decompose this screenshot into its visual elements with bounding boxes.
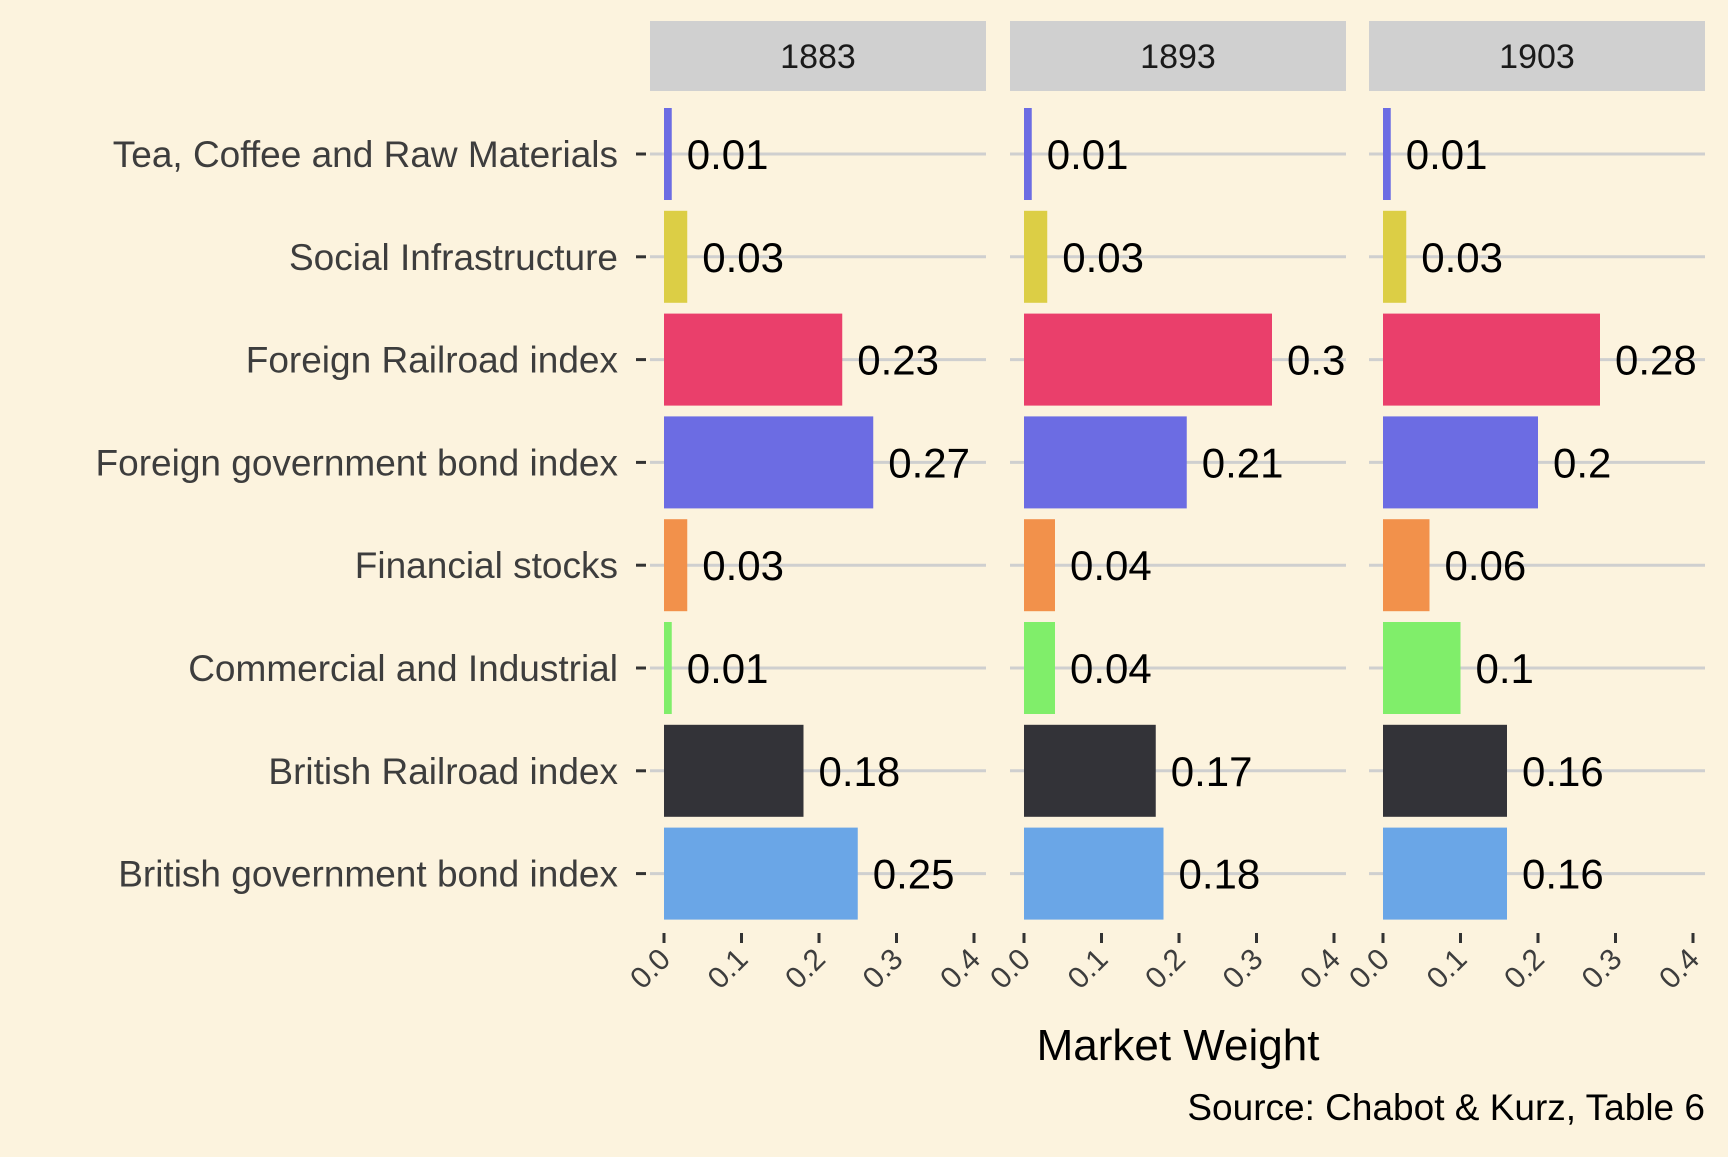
data-label: 0.04 xyxy=(1070,542,1152,589)
y-category-label: Tea, Coffee and Raw Materials xyxy=(113,134,618,175)
x-tick-label: 0.0 xyxy=(1343,943,1396,996)
data-label: 0.04 xyxy=(1070,645,1152,692)
x-tick-label: 0.0 xyxy=(624,943,677,996)
y-category-label: British government bond index xyxy=(118,854,618,895)
bar xyxy=(664,724,804,817)
bar xyxy=(1383,108,1391,200)
y-category-label: Foreign government bond index xyxy=(96,442,619,483)
bar xyxy=(664,827,858,920)
bar xyxy=(1383,210,1407,303)
data-label: 0.16 xyxy=(1522,851,1604,898)
bar xyxy=(1383,724,1507,817)
bar xyxy=(1024,724,1156,817)
y-category-label: Financial stocks xyxy=(355,545,618,586)
x-tick-label: 0.2 xyxy=(1498,943,1551,996)
bar xyxy=(664,519,688,612)
data-label: 0.1 xyxy=(1476,645,1534,692)
x-tick-label: 0.4 xyxy=(1294,943,1347,996)
bar xyxy=(664,622,672,714)
data-label: 0.06 xyxy=(1445,542,1527,589)
x-tick-label: 0.3 xyxy=(1217,943,1270,996)
data-label: 0.03 xyxy=(1421,234,1503,281)
bar xyxy=(664,416,874,509)
bar xyxy=(1383,827,1507,920)
y-category-label: Commercial and Industrial xyxy=(188,648,618,689)
bar xyxy=(1383,622,1461,714)
bar xyxy=(1024,313,1272,406)
bar xyxy=(664,108,672,200)
data-label: 0.03 xyxy=(702,234,784,281)
x-tick-label: 0.1 xyxy=(1062,943,1115,996)
facet-strip xyxy=(650,21,986,91)
bar xyxy=(1024,622,1055,714)
bar xyxy=(664,313,843,406)
bar xyxy=(1024,108,1032,200)
x-tick-label: 0.1 xyxy=(702,943,755,996)
data-label: 0.25 xyxy=(873,851,955,898)
x-tick-label: 0.2 xyxy=(779,943,832,996)
bar xyxy=(664,210,688,303)
bar xyxy=(1024,416,1187,509)
data-label: 0.28 xyxy=(1615,337,1697,384)
bar xyxy=(1024,519,1055,612)
data-label: 0.01 xyxy=(1047,131,1129,178)
y-category-label: Foreign Railroad index xyxy=(246,340,619,381)
data-label: 0.16 xyxy=(1522,748,1604,795)
data-label: 0.3 xyxy=(1287,337,1345,384)
x-tick-label: 0.2 xyxy=(1139,943,1192,996)
facet-strip xyxy=(1369,21,1705,91)
data-label: 0.27 xyxy=(888,439,970,486)
y-category-label: Social Infrastructure xyxy=(289,237,618,278)
data-label: 0.18 xyxy=(819,748,901,795)
x-tick-label: 0.3 xyxy=(857,943,910,996)
data-label: 0.21 xyxy=(1202,439,1284,486)
x-axis-title: Market Weight xyxy=(1037,1021,1320,1070)
facet-strip-label: 1883 xyxy=(780,38,856,76)
data-label: 0.03 xyxy=(702,542,784,589)
x-tick-label: 0.0 xyxy=(984,943,1037,996)
facet-strip xyxy=(1010,21,1346,91)
y-category-label: British Railroad index xyxy=(268,751,618,792)
data-label: 0.17 xyxy=(1171,748,1253,795)
x-tick-label: 0.4 xyxy=(1653,943,1706,996)
data-label: 0.2 xyxy=(1553,439,1611,486)
data-label: 0.01 xyxy=(687,645,769,692)
x-tick-label: 0.1 xyxy=(1421,943,1474,996)
data-label: 0.01 xyxy=(687,131,769,178)
chart-caption: Source: Chabot & Kurz, Table 6 xyxy=(1187,1087,1705,1128)
data-label: 0.03 xyxy=(1062,234,1144,281)
x-tick-label: 0.4 xyxy=(934,943,987,996)
data-label: 0.23 xyxy=(857,337,939,384)
bar xyxy=(1383,519,1430,612)
data-label: 0.01 xyxy=(1406,131,1488,178)
x-tick-label: 0.3 xyxy=(1576,943,1629,996)
facet-strip-label: 1893 xyxy=(1140,38,1216,76)
bar xyxy=(1024,827,1164,920)
bar xyxy=(1383,313,1600,406)
data-label: 0.18 xyxy=(1179,851,1261,898)
bar xyxy=(1383,416,1538,509)
bar xyxy=(1024,210,1048,303)
facet-strip-label: 1903 xyxy=(1499,38,1575,76)
